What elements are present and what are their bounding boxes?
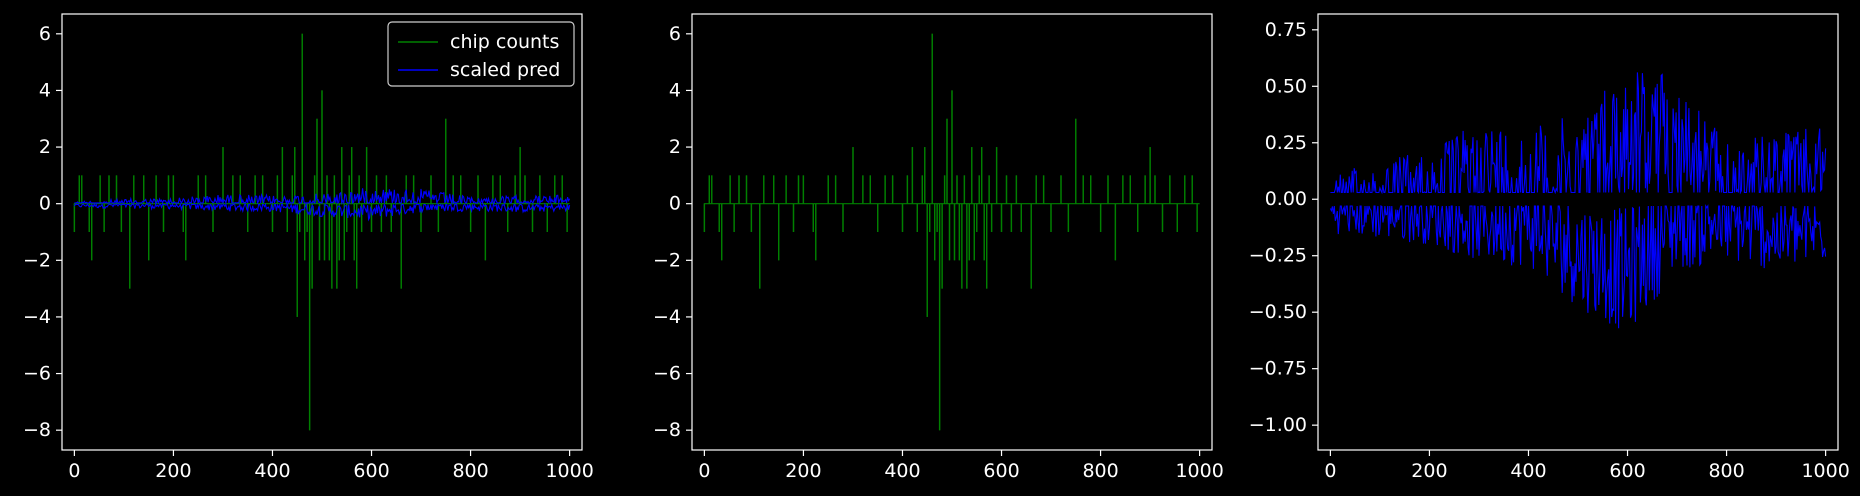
y-tick-label: 4 — [39, 79, 51, 101]
x-tick-label: 800 — [1082, 460, 1118, 482]
x-tick-label: 0 — [1324, 460, 1336, 482]
y-tick-label: 0 — [39, 193, 51, 215]
axes-frame — [1317, 13, 1839, 451]
x-tick-label: 400 — [254, 460, 290, 482]
x-tick-label: 1000 — [1175, 460, 1223, 482]
y-tick-label: 2 — [669, 136, 681, 158]
x-tick-label: 0 — [698, 460, 710, 482]
y-tick-label: 0.25 — [1265, 132, 1307, 154]
y-tick-label: −2 — [23, 249, 51, 271]
x-tick-label: 200 — [155, 460, 191, 482]
y-tick-label: −6 — [653, 363, 681, 385]
y-tick-label: −4 — [653, 306, 681, 328]
legend-label: scaled pred — [450, 59, 560, 81]
x-tick-label: 0 — [68, 460, 80, 482]
y-tick-label: 2 — [39, 136, 51, 158]
y-tick-label: −2 — [653, 249, 681, 271]
y-tick-label: −0.75 — [1249, 358, 1307, 380]
y-tick-label: 0.75 — [1265, 19, 1307, 41]
y-tick-label: −4 — [23, 306, 51, 328]
y-tick-label: −8 — [653, 419, 681, 441]
plot-marks — [73, 33, 571, 431]
y-tick-label: 6 — [39, 23, 51, 45]
x-tick-label: 800 — [1708, 460, 1744, 482]
y-tick-label: 6 — [669, 23, 681, 45]
x-tick-label: 600 — [353, 460, 389, 482]
axes-frame — [61, 13, 583, 451]
y-tick-label: 0.00 — [1265, 188, 1307, 210]
x-tick-label: 600 — [983, 460, 1019, 482]
pred-upper-trace — [1330, 72, 1827, 195]
plot-area — [1318, 14, 1838, 450]
y-tick-label: −8 — [23, 419, 51, 441]
x-tick-label: 200 — [1411, 460, 1447, 482]
x-tick-label: 400 — [1510, 460, 1546, 482]
y-tick-label: −1.00 — [1249, 414, 1307, 436]
chart-panel-2: 0 200 400 600 800 1000 −8 −6 −4 −2 0 2 4 6 — [653, 13, 1224, 482]
chart-panel-3: 0 200 400 600 800 1000 −1.00 −0.75 −0.50 −0.25 0.0… — [1249, 13, 1850, 482]
x-tick-label: 800 — [452, 460, 488, 482]
x-tick-label: 600 — [1609, 460, 1645, 482]
y-tick-label: 0 — [669, 193, 681, 215]
legend-label: chip counts — [450, 31, 559, 53]
x-tick-label: 200 — [785, 460, 821, 482]
axes-frame — [691, 13, 1213, 451]
x-tick-label: 1000 — [545, 460, 593, 482]
chart-panel-1: 0 200 400 600 800 1000 −8 −6 −4 −2 0 2 4 6 chip counts… — [23, 13, 594, 482]
pred-upper-trace — [74, 188, 571, 206]
pred-lower-trace — [1329, 204, 1827, 329]
y-tick-label: −0.25 — [1249, 245, 1307, 267]
pred-lower-trace — [73, 202, 571, 222]
plot-area — [692, 14, 1212, 450]
y-tick-label: −6 — [23, 363, 51, 385]
y-tick-label: −0.50 — [1249, 301, 1307, 323]
x-tick-label: 400 — [884, 460, 920, 482]
plot-marks — [703, 33, 1200, 431]
x-tick-label: 1000 — [1801, 460, 1849, 482]
y-tick-label: 4 — [669, 79, 681, 101]
y-tick-label: 0.50 — [1265, 75, 1307, 97]
plot-marks — [1329, 72, 1827, 329]
